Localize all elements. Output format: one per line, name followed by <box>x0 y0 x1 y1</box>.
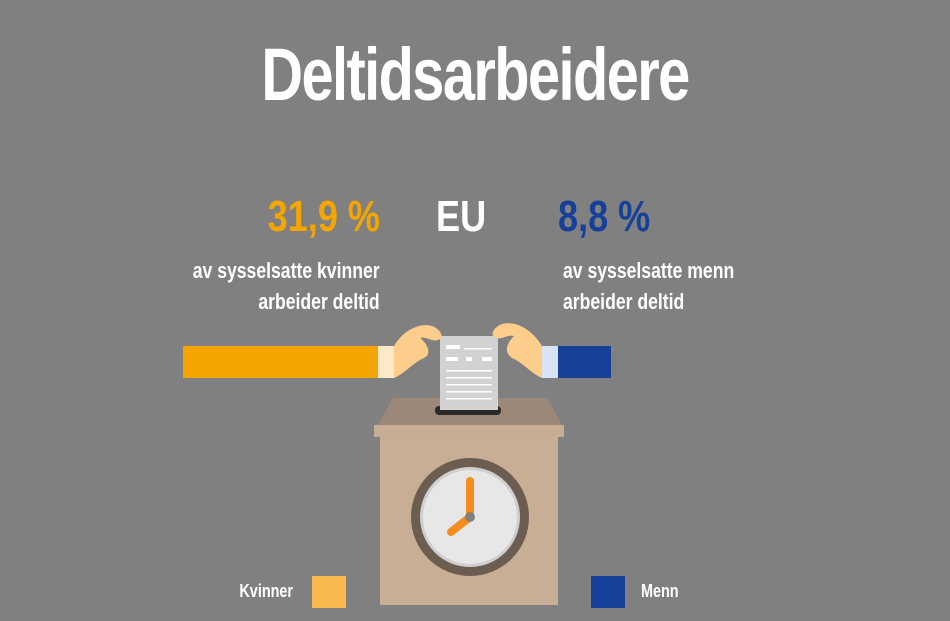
left-hand <box>394 325 442 378</box>
clock-icon <box>411 458 529 576</box>
women-bar <box>183 346 378 378</box>
legend-label-menn: Menn <box>641 581 679 601</box>
women-description: av sysselsatte kvinner arbeider deltid <box>193 255 380 317</box>
men-bar <box>558 346 611 378</box>
page-title: Deltidsarbeidere <box>261 33 690 116</box>
men-cuff <box>542 346 558 378</box>
men-percentage: 8,8 % <box>558 192 651 241</box>
ballot-paper-icon <box>440 336 498 410</box>
women-cuff <box>378 346 394 378</box>
legend-swatch-menn <box>591 576 625 608</box>
legend-swatch-kvinner <box>312 576 346 608</box>
women-desc-line1: av sysselsatte kvinner <box>193 258 380 283</box>
men-desc-line2: arbeider deltid <box>563 289 685 314</box>
women-percentage: 31,9 % <box>267 192 380 241</box>
right-hand <box>492 323 542 378</box>
region-label: EU <box>436 192 487 241</box>
men-desc-line1: av sysselsatte menn <box>563 258 735 283</box>
legend-label-kvinner: Kvinner <box>239 581 293 601</box>
men-description: av sysselsatte menn arbeider deltid <box>563 255 734 317</box>
women-desc-line2: arbeider deltid <box>258 289 380 314</box>
